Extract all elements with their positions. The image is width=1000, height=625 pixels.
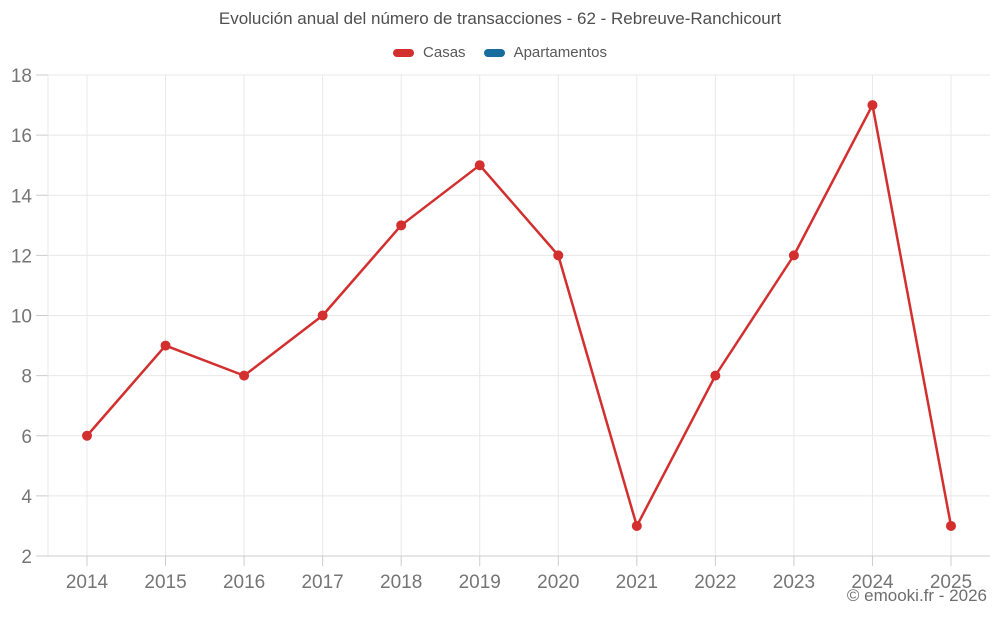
casas-point-2023[interactable] [788,250,799,261]
x-tick-label: 2017 [301,572,343,593]
legend: Casas Apartamentos [0,44,1000,61]
y-tick-label: 4 [21,487,32,508]
x-tick-label: 2025 [930,572,972,593]
casas-point-2015[interactable] [160,340,171,351]
legend-item-apartamentos[interactable]: Apartamentos [483,44,607,61]
legend-label-casas: Casas [423,44,466,61]
casas-point-2019[interactable] [474,160,485,171]
casas-point-2016[interactable] [239,370,250,381]
chart-title: Evolución anual del número de transaccio… [218,9,782,28]
x-tick-label: 2018 [380,572,422,593]
casas-point-2017[interactable] [317,310,328,321]
x-tick-label: 2016 [223,572,265,593]
x-tick-label: 2023 [773,572,815,593]
apartamentos-swatch-icon [483,48,505,57]
x-tick-label: 2019 [459,572,501,593]
casas-point-2022[interactable] [710,370,721,381]
x-tick-label: 2022 [694,572,736,593]
y-tick-label: 6 [21,427,32,448]
y-tick-label: 18 [11,66,32,87]
y-tick-label: 14 [11,186,33,207]
legend-item-casas[interactable]: Casas [393,44,466,61]
x-tick-label: 2015 [144,572,186,593]
casas-line [85,103,953,528]
y-tick-label: 8 [21,367,32,388]
legend-label-apartamentos: Apartamentos [513,44,607,61]
casas-point-2020[interactable] [553,250,564,261]
x-tick-label: 2020 [537,572,579,593]
casas-point-2018[interactable] [396,220,407,231]
casas-point-2025[interactable] [946,520,956,531]
y-tick-label: 16 [11,126,32,147]
copyright: © emooki.fr - 2026 [846,586,987,605]
casas-point-2014[interactable] [82,430,92,441]
x-tick-label: 2024 [851,572,894,593]
x-tick-label: 2021 [616,572,658,593]
y-tick-label: 10 [11,307,32,328]
casas-swatch-icon [393,48,415,57]
casas-point-2021[interactable] [631,520,642,531]
x-tick-label: 2014 [66,572,109,593]
casas-point-2024[interactable] [867,100,878,111]
y-tick-label: 2 [21,547,32,568]
y-tick-label: 12 [11,246,32,267]
